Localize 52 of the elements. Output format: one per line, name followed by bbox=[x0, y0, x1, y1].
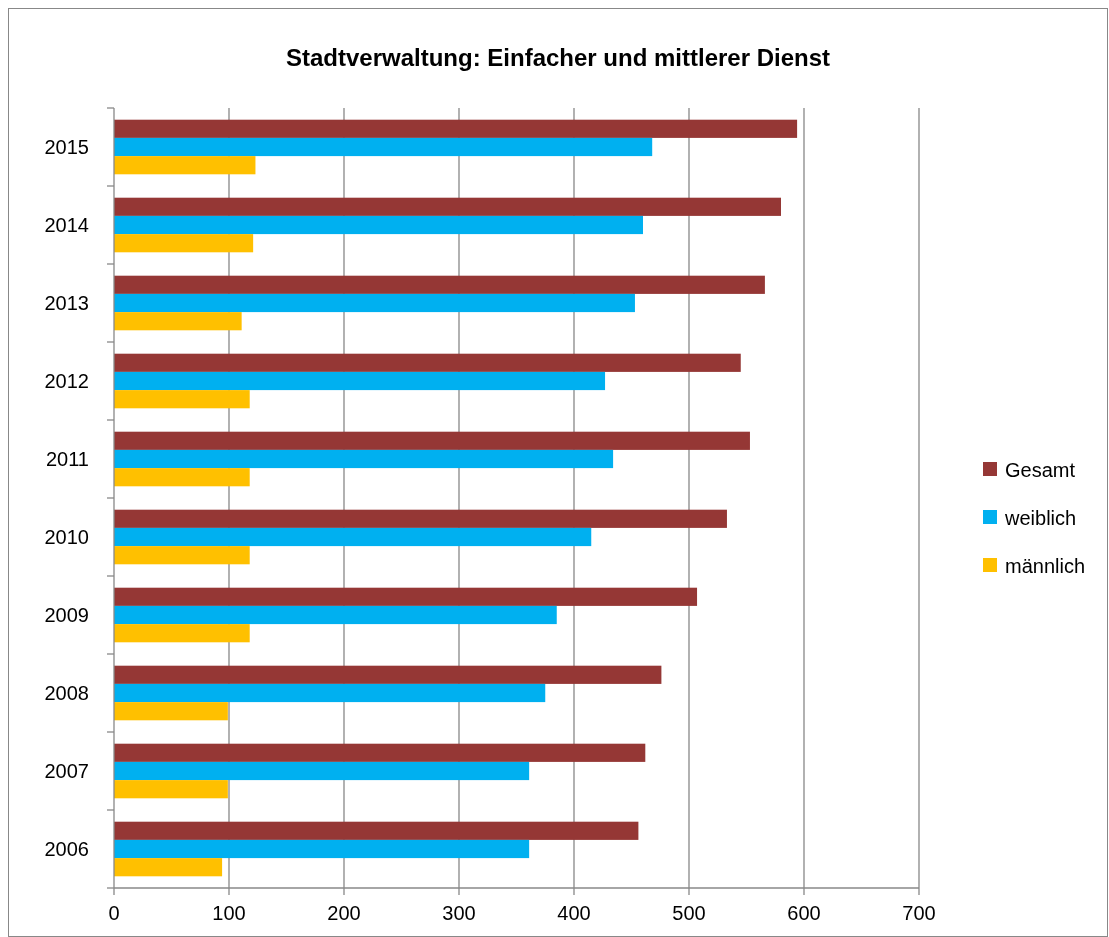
bar bbox=[114, 390, 250, 409]
x-tick-label: 100 bbox=[212, 902, 246, 924]
bar bbox=[114, 468, 250, 487]
bar bbox=[114, 702, 228, 721]
x-tick-label: 300 bbox=[442, 902, 476, 924]
legend-label: weiblich bbox=[1004, 507, 1077, 529]
y-tick-label: 2009 bbox=[44, 604, 89, 626]
bar bbox=[114, 587, 698, 606]
bar bbox=[114, 527, 592, 547]
legend-label: Gesamt bbox=[1005, 459, 1076, 481]
bar bbox=[114, 821, 639, 840]
y-tick-label: 2011 bbox=[45, 448, 89, 470]
bar bbox=[114, 839, 530, 859]
x-tick-label: 0 bbox=[108, 902, 120, 924]
bar bbox=[114, 683, 546, 703]
bar bbox=[114, 234, 254, 253]
bar bbox=[114, 665, 662, 684]
x-tick-label: 600 bbox=[787, 902, 821, 924]
bar bbox=[114, 743, 646, 762]
bar bbox=[114, 293, 635, 313]
bar bbox=[114, 624, 250, 643]
chart-title: Stadtverwaltung: Einfacher und mittlerer Dienst bbox=[285, 44, 831, 71]
bar bbox=[114, 119, 798, 138]
y-tick-label: 2015 bbox=[44, 136, 89, 158]
y-tick-label: 2006 bbox=[44, 838, 89, 860]
y-tick-label: 2012 bbox=[44, 370, 89, 392]
bar bbox=[114, 509, 727, 528]
y-tick-label: 2007 bbox=[44, 760, 89, 782]
legend-label: männlich bbox=[1005, 555, 1086, 577]
x-tick-label: 400 bbox=[557, 902, 591, 924]
y-tick-label: 2013 bbox=[44, 292, 89, 314]
bar bbox=[114, 197, 781, 216]
x-tick-label: 700 bbox=[902, 902, 936, 924]
bar bbox=[114, 431, 750, 450]
bar bbox=[114, 546, 250, 565]
bar bbox=[114, 449, 614, 469]
bar bbox=[114, 312, 242, 331]
bar bbox=[114, 858, 223, 877]
bar bbox=[114, 353, 741, 372]
bar bbox=[114, 156, 256, 175]
bar bbox=[114, 215, 643, 235]
bar bbox=[114, 605, 557, 625]
bar bbox=[114, 761, 530, 781]
bar bbox=[114, 780, 228, 799]
bar bbox=[114, 371, 606, 391]
bar bbox=[114, 137, 653, 157]
y-tick-label: 2014 bbox=[44, 214, 89, 236]
bar bbox=[114, 275, 765, 294]
x-tick-label: 500 bbox=[672, 902, 706, 924]
x-tick-label: 200 bbox=[327, 902, 361, 924]
y-tick-label: 2010 bbox=[44, 526, 89, 548]
y-tick-label: 2008 bbox=[44, 682, 89, 704]
